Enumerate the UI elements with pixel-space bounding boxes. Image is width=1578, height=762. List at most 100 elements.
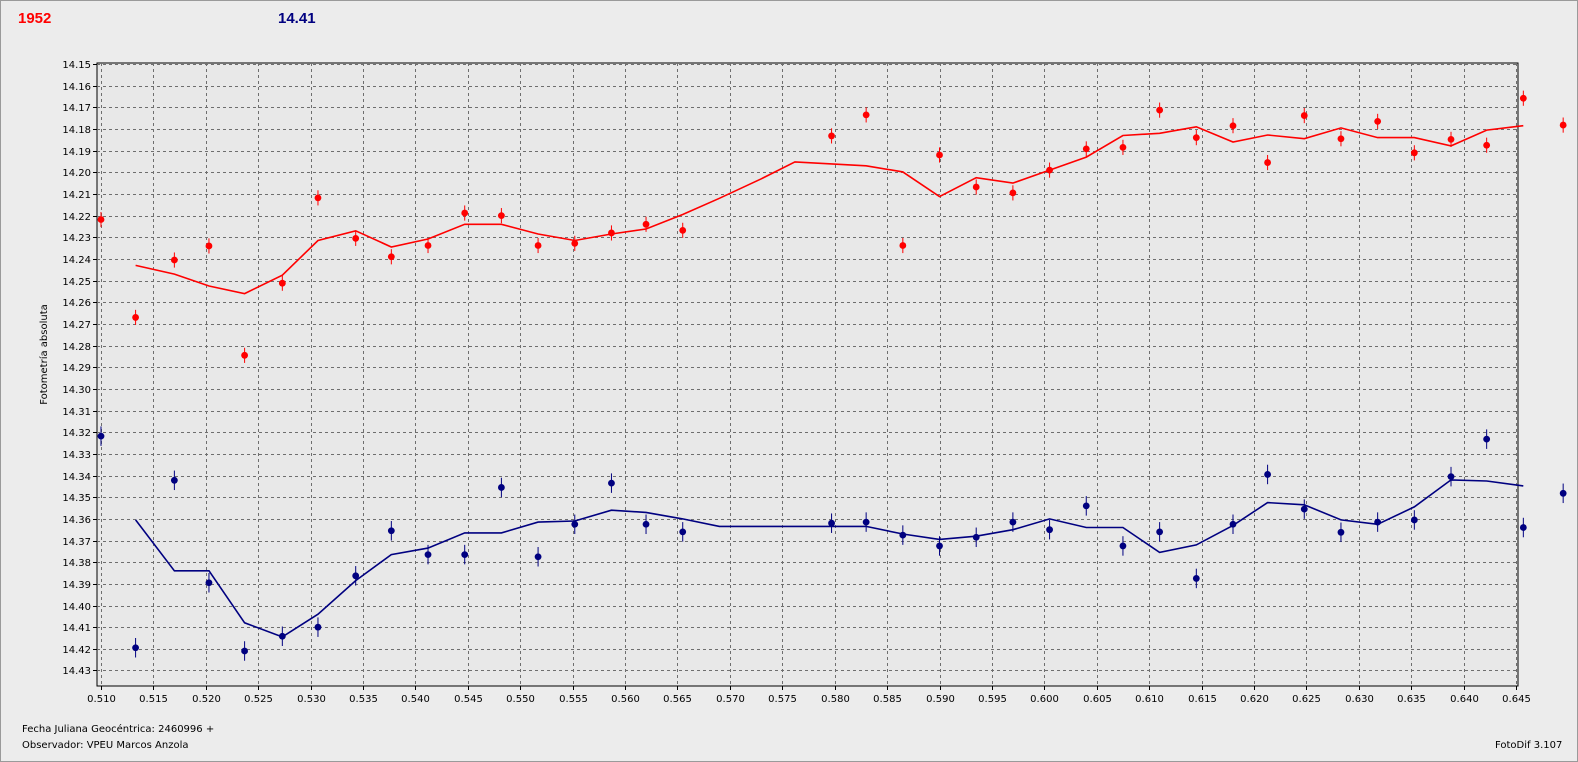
y-tick-label: 14.28 xyxy=(62,342,91,353)
series-2-data-point xyxy=(1082,502,1090,510)
x-tick-label: 0.580 xyxy=(821,694,850,705)
series-1-data-point xyxy=(170,256,178,264)
y-tick-label: 14.32 xyxy=(62,428,91,439)
y-tick-label: 14.22 xyxy=(62,212,91,223)
series-2-data-point xyxy=(571,520,579,528)
header-right-value: 14.41 xyxy=(278,10,316,27)
series-1-data-point xyxy=(1410,149,1418,157)
series-2-data-point xyxy=(1519,524,1527,531)
series-2-data-point xyxy=(1192,575,1200,582)
series-1-data-point xyxy=(862,111,870,119)
series-2-data-point xyxy=(1410,516,1418,524)
series-1-data-point xyxy=(1337,135,1345,143)
y-tick-label: 14.34 xyxy=(62,472,91,483)
series-1-data-point xyxy=(1046,166,1053,174)
series-1-data-point xyxy=(899,242,907,249)
x-tick-label: 0.565 xyxy=(663,694,692,705)
x-tick-label: 0.525 xyxy=(244,694,273,705)
series-1-data-point xyxy=(1119,143,1127,151)
series-2-data-point xyxy=(314,623,322,631)
series-2-data-point xyxy=(205,579,213,587)
software-version: FotoDif 3.107 xyxy=(1495,740,1563,751)
series-2-data-point xyxy=(424,551,432,558)
series-2-data-point xyxy=(1447,473,1455,481)
series-1-data-point xyxy=(314,194,322,202)
series-2-data-point xyxy=(241,647,248,655)
series-2-data-point xyxy=(352,572,360,580)
series-1-data-point xyxy=(497,212,505,220)
x-tick-label: 0.605 xyxy=(1083,694,1112,705)
series-2-data-point xyxy=(1374,518,1382,526)
series-2-data-point xyxy=(1483,435,1491,443)
series-2-data-point xyxy=(679,528,687,536)
series-2-data-point xyxy=(278,632,286,640)
x-tick-label: 0.560 xyxy=(611,694,640,705)
y-tick-label: 14.40 xyxy=(62,602,91,613)
series-1-data-point xyxy=(642,220,650,228)
series-1-data-point xyxy=(1264,159,1271,166)
series-1-data-point xyxy=(1156,106,1164,114)
y-tick-label: 14.33 xyxy=(62,450,91,461)
y-tick-label: 14.30 xyxy=(62,385,91,396)
y-tick-label: 14.29 xyxy=(62,363,91,374)
y-tick-label: 14.17 xyxy=(62,103,91,114)
series-2-data-point xyxy=(1229,520,1237,528)
series-1-data-point xyxy=(679,226,687,234)
x-tick-label: 0.600 xyxy=(1030,694,1059,705)
x-tick-label: 0.595 xyxy=(978,694,1007,705)
x-tick-label: 0.610 xyxy=(1135,694,1164,705)
y-tick-label: 14.26 xyxy=(62,298,91,309)
series-1-data-point xyxy=(1192,134,1200,142)
series-1-data-point xyxy=(1483,141,1491,149)
y-tick-label: 14.19 xyxy=(62,147,91,158)
x-tick-label: 0.590 xyxy=(926,694,955,705)
series-1-data-point xyxy=(1519,94,1527,102)
series-1-data-point xyxy=(352,234,360,242)
series-2-data-point xyxy=(1300,505,1308,513)
series-2-data-point xyxy=(936,542,943,550)
y-tick-label: 14.41 xyxy=(62,623,91,634)
y-tick-label: 14.42 xyxy=(62,645,91,656)
x-tick-label: 0.520 xyxy=(192,694,221,705)
x-tick-label: 0.615 xyxy=(1188,694,1217,705)
series-2-data-point xyxy=(1156,528,1164,536)
series-1-data-point xyxy=(1229,122,1237,130)
series-2-data-point xyxy=(608,479,615,487)
y-tick-label: 14.36 xyxy=(62,515,91,526)
series-2-data-point xyxy=(862,518,870,526)
series-1-data-point xyxy=(1559,121,1567,129)
y-tick-label: 14.21 xyxy=(62,190,91,201)
series-2-data-point xyxy=(497,484,505,491)
y-tick-label: 14.24 xyxy=(62,255,91,266)
series-2-data-point xyxy=(828,519,835,527)
x-tick-label: 0.635 xyxy=(1397,694,1426,705)
x-tick-label: 0.535 xyxy=(349,694,378,705)
x-tick-label: 0.625 xyxy=(1292,694,1321,705)
plot-area xyxy=(96,62,1519,687)
series-1-data-point xyxy=(278,279,286,287)
series-2-data-point xyxy=(97,432,105,440)
series-1-trend-line xyxy=(135,124,1524,295)
y-tick-label: 14.16 xyxy=(62,82,91,93)
y-tick-label: 14.31 xyxy=(62,407,91,418)
series-2-data-point xyxy=(1559,489,1567,497)
series-2-data-point xyxy=(972,533,980,541)
x-tick-label: 0.575 xyxy=(768,694,797,705)
y-tick-label: 14.27 xyxy=(62,320,91,331)
series-1-data-point xyxy=(1447,135,1455,143)
series-1-data-point xyxy=(828,132,835,140)
x-tick-label: 0.645 xyxy=(1502,694,1531,705)
y-tick-label: 14.43 xyxy=(62,666,91,677)
series-2-data-point xyxy=(1009,518,1017,526)
series-2-data-point xyxy=(461,551,469,558)
series-1-data-point xyxy=(571,239,579,247)
series-2-data-point xyxy=(170,476,178,484)
series-2-data-point xyxy=(534,553,542,561)
series-1-data-point xyxy=(936,151,943,159)
series-2-data-point xyxy=(1337,528,1345,536)
y-tick-label: 14.38 xyxy=(62,558,91,569)
y-tick-label: 14.23 xyxy=(62,233,91,244)
series-2-data-point xyxy=(387,527,395,535)
y-tick-label: 14.18 xyxy=(62,125,91,136)
